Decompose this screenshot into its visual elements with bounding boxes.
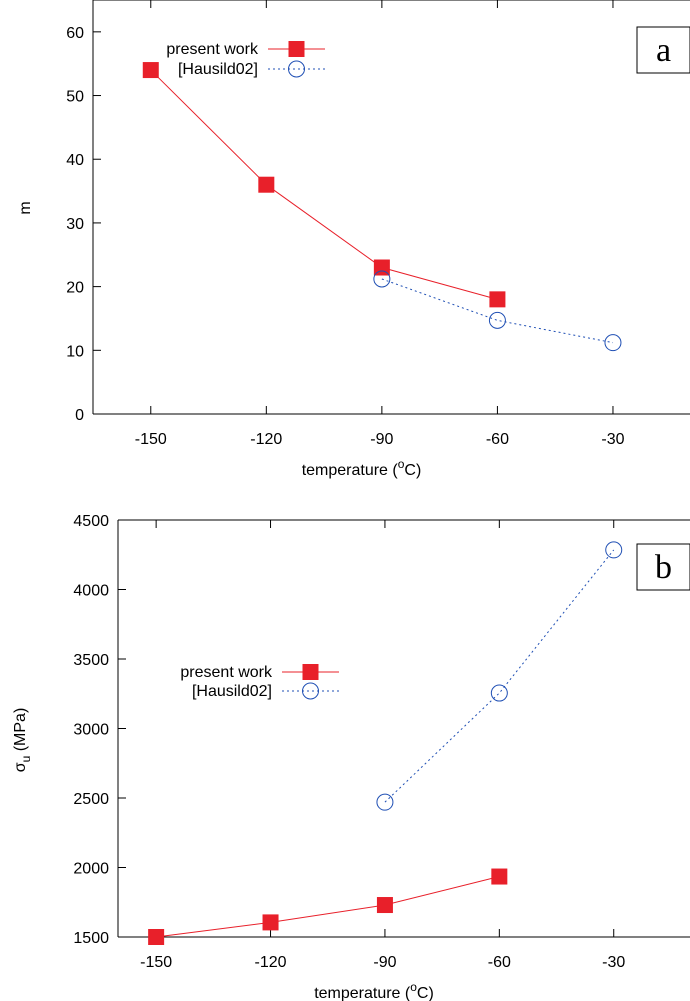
legend-marker [302,664,319,680]
series-line-0 [150,69,498,300]
data-point-square [376,897,393,914]
x-tick-label: -30 [601,431,624,448]
data-point-circle [605,541,623,559]
data-point-square [258,176,275,193]
x-axis-label: temperature (oC) [314,980,434,1001]
y-tick-label: 60 [66,25,84,42]
y-tick-label: 30 [66,216,84,233]
chart-b: 1500 2000 2500 3000 3500 4000 4500 -150 -120 -90 -… [12,513,690,1001]
legend-marker [288,41,305,57]
y-tick-label: 2000 [73,861,109,878]
legend-label: [Hausild02] [192,683,272,700]
x-tick-label: -60 [488,954,511,971]
y-tick-label: 4500 [73,513,109,530]
x-tick-label: -120 [250,431,282,448]
y-tick-label: 20 [66,280,84,297]
panel-label-box [636,543,690,591]
x-tick-label: -30 [602,954,625,971]
x-tick-label: -60 [486,431,509,448]
data-point-circle [376,793,394,811]
series-line-1 [384,549,615,803]
panel-label: a [656,32,671,69]
y-tick-label: 40 [66,152,84,169]
y-tick-label: 0 [75,407,84,424]
data-point-circle [604,334,622,352]
x-tick-label: -120 [255,954,287,971]
x-tick-label: -90 [370,431,393,448]
legend-marker [288,60,305,78]
data-point-circle [490,684,508,702]
y-tick-label: 2500 [73,791,109,808]
chart-a: 0 10 20 30 40 50 60 -150 -120 -90 -60 -30 temperatur… [17,0,690,479]
data-point-square [489,291,506,308]
y-tick-label: 50 [66,89,84,106]
y-tick-label: 10 [66,343,84,360]
x-tick-label: -150 [140,954,172,971]
data-point-square [148,929,165,945]
x-tick-label: -90 [373,954,396,971]
legend-label: [Hausild02] [178,61,258,78]
data-point-circle [373,270,391,288]
y-tick-label: 4000 [73,583,109,600]
panel-label-box [636,26,690,74]
data-point-square [262,914,279,931]
legend-marker [302,682,319,700]
y-tick-label: 3000 [73,722,109,739]
x-axis-label: temperature (oC) [302,457,422,479]
y-tick-label: 1500 [73,930,109,947]
data-point-circle [488,311,506,329]
legend-label: present work [166,41,259,58]
series-line-1 [381,278,614,344]
data-point-square [491,868,508,885]
data-point-square [142,62,159,79]
x-tick-label: -150 [135,431,167,448]
y-axis-label: σu (MPa) [12,708,33,773]
y-tick-label: 3500 [73,652,109,669]
legend-label: present work [180,664,273,681]
y-axis-label: m [17,201,34,214]
series-line-0 [156,876,500,938]
panel-label: b [655,549,672,586]
